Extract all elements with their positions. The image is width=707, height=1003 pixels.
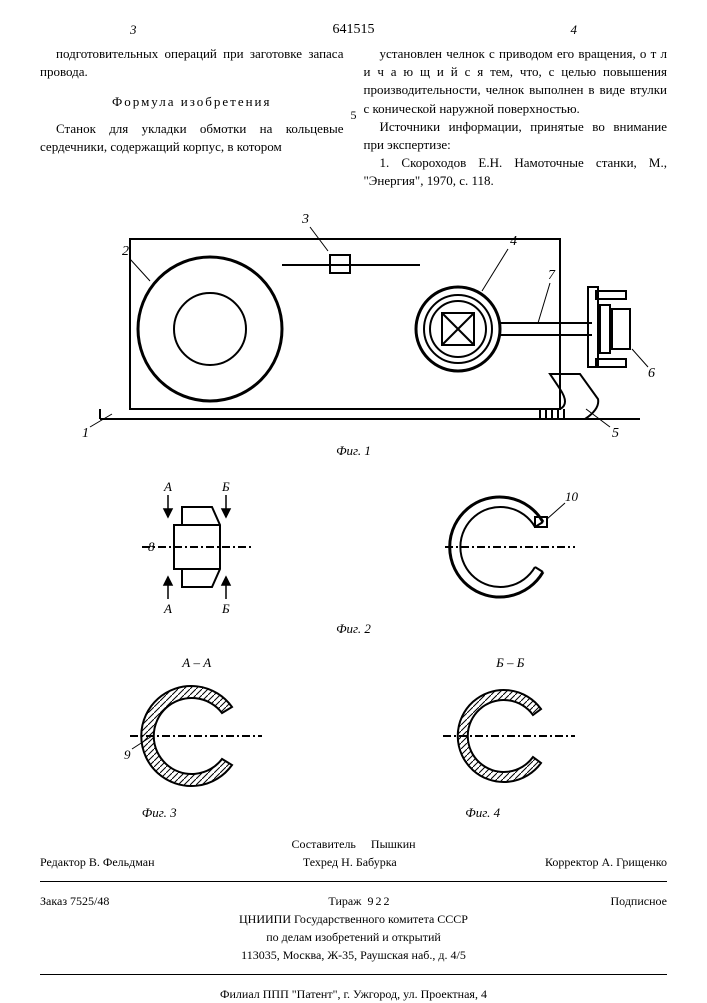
ref-4: 4 [510, 234, 517, 249]
address-1: 113035, Москва, Ж-35, Раушская наб., д. … [40, 946, 667, 964]
column-right: установлен челнок с приводом его вращени… [364, 45, 668, 191]
ref-6: 6 [648, 366, 655, 381]
page-number-left: 3 [130, 22, 137, 38]
figure-2-right: 10 [425, 477, 595, 617]
figure-34-row: А – А 9 Фиг. 3 Б – Б [40, 655, 667, 821]
figure-4: Б – Б Фиг. 4 [425, 655, 595, 821]
figure-4-label: Фиг. 4 [465, 805, 595, 821]
figure-1-svg: 1 2 3 4 7 5 6 [40, 209, 660, 439]
tirazh-value: 922 [367, 894, 391, 908]
corrector-name: А. Грищенко [602, 855, 667, 869]
org-line-2: по делам изобретений и открытий [40, 928, 667, 946]
figure-1-label: Фиг. 1 [40, 443, 667, 459]
right-para-1: установлен челнок с приводом его вращени… [364, 45, 668, 118]
right-para-3: 1. Скороходов Е.Н. Намоточные станки, М.… [364, 154, 668, 190]
figure-4-svg [425, 671, 595, 801]
tech-label: Техред [303, 855, 338, 869]
left-para-2: Станок для укладки обмотки на кольцевые … [40, 120, 344, 156]
editor-name: В. Фельдман [89, 855, 155, 869]
section-AA-label: А – А [112, 655, 282, 671]
compiler-name: Пышкин [371, 837, 416, 851]
ref-1: 1 [82, 426, 89, 439]
ref-2: 2 [122, 244, 129, 259]
patent-number: 641515 [333, 22, 375, 38]
left-para-1: подготовительных операций при заготовке … [40, 45, 344, 81]
figure-2-row: А А Б Б 8 10 [40, 477, 667, 617]
sec-A-bot: А [163, 601, 172, 616]
editor-label: Редактор [40, 855, 86, 869]
corrector-label: Корректор [545, 855, 599, 869]
column-left: подготовительных операций при заготовке … [40, 45, 344, 191]
order: Заказ 7525/48 [40, 892, 109, 910]
footer-divider-2 [40, 974, 667, 975]
section-BB-label: Б – Б [425, 655, 595, 671]
figure-3-svg: 9 [112, 671, 282, 801]
footer-divider-1 [40, 881, 667, 882]
subscription: Подписное [611, 892, 668, 910]
formula-title: Формула изобретения [40, 93, 344, 111]
figure-2-right-svg: 10 [425, 477, 595, 617]
ref-7: 7 [548, 268, 556, 283]
right-para-2: Источники информации, принятые во вниман… [364, 118, 668, 154]
sec-B-bot: Б [221, 601, 230, 616]
figure-2-left: А А Б Б 8 [112, 477, 282, 617]
compiler-label: Составитель [291, 837, 355, 851]
figure-1: 1 2 3 4 7 5 6 Фиг. 1 [40, 209, 667, 459]
figure-2-label: Фиг. 2 [40, 621, 667, 637]
org-line-1: ЦНИИПИ Государственного комитета СССР [40, 910, 667, 928]
tech-name: Н. Бабурка [341, 855, 397, 869]
ref-8: 8 [148, 539, 155, 554]
footer: Составитель Пышкин Редактор В. Фельдман … [40, 835, 667, 1003]
ref-3: 3 [301, 212, 309, 227]
sec-A-top: А [163, 479, 172, 494]
ref-5: 5 [612, 426, 619, 439]
margin-number-5: 5 [351, 108, 357, 123]
figure-3: А – А 9 Фиг. 3 [112, 655, 282, 821]
page-number-right: 4 [571, 22, 578, 38]
sec-B-top: Б [221, 479, 230, 494]
figure-3-label: Фиг. 3 [142, 805, 282, 821]
ref-10: 10 [565, 489, 579, 504]
ref-9: 9 [124, 747, 131, 762]
tirazh-label: Тираж [328, 894, 361, 908]
figure-2-left-svg: А А Б Б 8 [112, 477, 282, 617]
